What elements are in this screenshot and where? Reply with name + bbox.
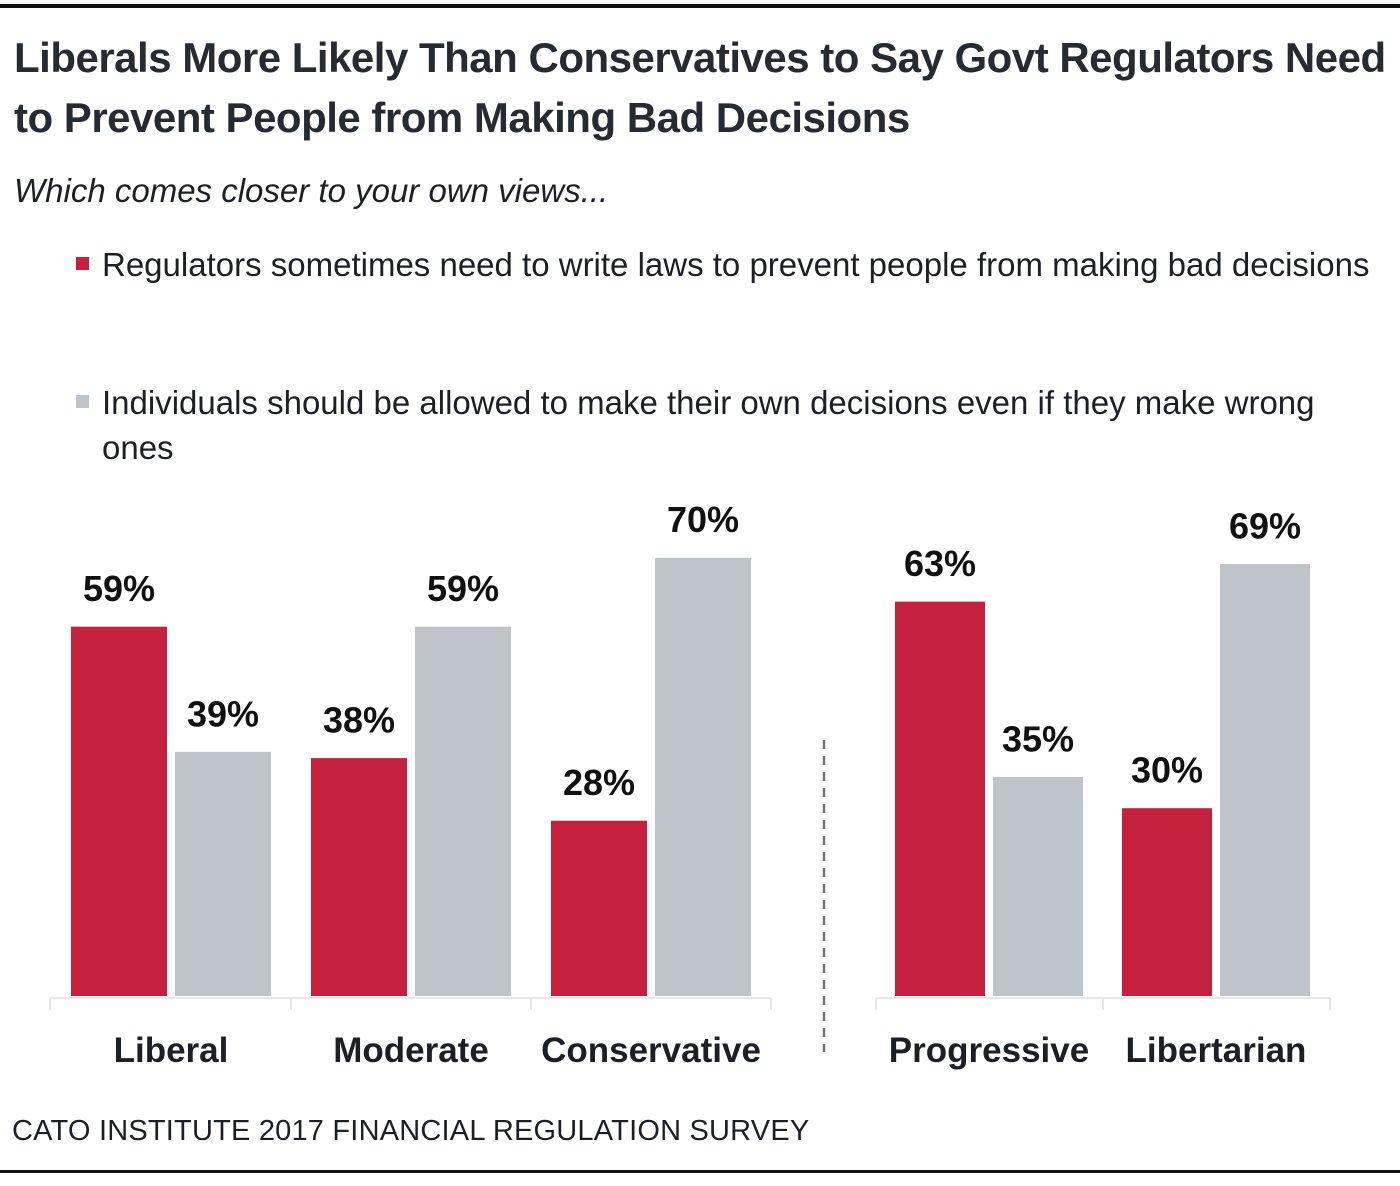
legend-item-regulators: Regulators sometimes need to write laws … <box>76 242 1386 287</box>
legend-swatch-red <box>76 257 89 270</box>
data-label: 69% <box>1229 505 1301 546</box>
data-label: 59% <box>83 568 155 609</box>
bar-individuals <box>993 776 1083 996</box>
legend-label: Individuals should be allowed to make th… <box>102 384 1315 466</box>
data-label: 38% <box>323 700 395 741</box>
legend-swatch-gray <box>76 395 89 408</box>
legend-label: Regulators sometimes need to write laws … <box>102 246 1370 283</box>
bar-individuals <box>415 626 511 996</box>
bar-regulators <box>71 626 167 996</box>
bar-regulators <box>311 758 407 996</box>
top-rule <box>0 4 1400 8</box>
bottom-rule <box>0 1170 1400 1173</box>
data-label: 35% <box>1002 718 1074 759</box>
bar-regulators <box>895 601 985 996</box>
data-label: 63% <box>904 543 976 584</box>
bar-individuals <box>655 557 751 996</box>
data-label: 59% <box>427 568 499 609</box>
data-label: 70% <box>667 499 739 540</box>
source-note: CATO INSTITUTE 2017 FINANCIAL REGULATION… <box>12 1115 810 1147</box>
legend-item-individuals: Individuals should be allowed to make th… <box>76 380 1386 470</box>
category-label: Progressive <box>889 1031 1089 1070</box>
chart-subtitle: Which comes closer to your own views... <box>14 172 609 209</box>
bar-regulators <box>1122 808 1212 996</box>
bar-regulators <box>551 820 647 996</box>
data-label: 30% <box>1131 750 1203 791</box>
category-label: Moderate <box>333 1031 489 1070</box>
bar-individuals <box>1220 564 1310 996</box>
category-label: Conservative <box>541 1031 761 1070</box>
data-label: 28% <box>563 762 635 803</box>
chart-title: Liberals More Likely Than Conservatives … <box>14 34 1386 141</box>
data-label: 39% <box>187 693 259 734</box>
category-label: Libertarian <box>1126 1031 1307 1070</box>
category-label: Liberal <box>114 1031 229 1070</box>
bar-individuals <box>175 751 271 996</box>
